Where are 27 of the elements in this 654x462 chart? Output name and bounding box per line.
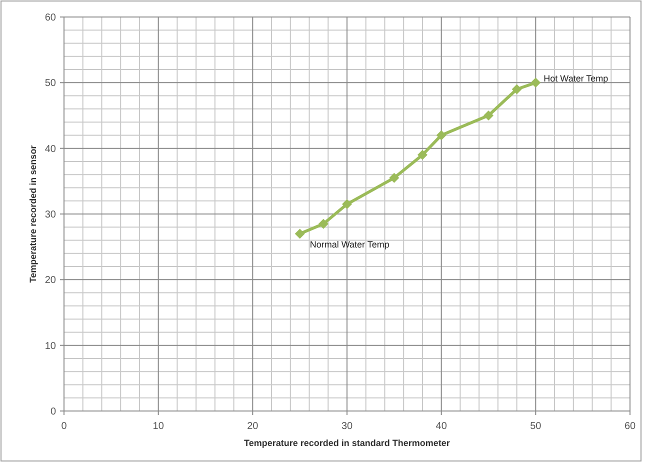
point bbox=[342, 199, 352, 210]
point bbox=[318, 218, 328, 229]
x-tick-label: 10 bbox=[152, 421, 164, 432]
point bbox=[436, 130, 446, 140]
y-tick-label: 40 bbox=[44, 144, 56, 155]
y-tick-label: 60 bbox=[44, 12, 56, 24]
x-tick-label: 60 bbox=[624, 421, 636, 432]
point bbox=[484, 110, 494, 120]
point bbox=[417, 150, 428, 160]
x-tick-label: 30 bbox=[341, 421, 353, 432]
y-tick-label: 0 bbox=[50, 406, 56, 418]
y-tick-label: 10 bbox=[44, 340, 56, 352]
x-tick-label: 20 bbox=[247, 421, 259, 432]
point bbox=[389, 172, 400, 183]
x-tick-label: 0 bbox=[61, 421, 68, 432]
y-tick-label: 30 bbox=[44, 210, 56, 220]
y-axis-title: Temperature recorded in sensor bbox=[28, 144, 38, 283]
point bbox=[512, 84, 522, 94]
annotation: Hot Water Temp bbox=[544, 74, 608, 84]
y-tick-label: 20 bbox=[44, 275, 56, 286]
annotation: Normal Water Temp bbox=[310, 240, 390, 250]
x-tick-label: 50 bbox=[530, 421, 542, 432]
y-tick-label: 50 bbox=[44, 78, 56, 90]
x-tick-label: 40 bbox=[436, 421, 448, 432]
point bbox=[530, 78, 541, 88]
x-axis-title: Temperature recorded in standard Thermometer bbox=[244, 438, 450, 448]
point bbox=[294, 228, 305, 239]
